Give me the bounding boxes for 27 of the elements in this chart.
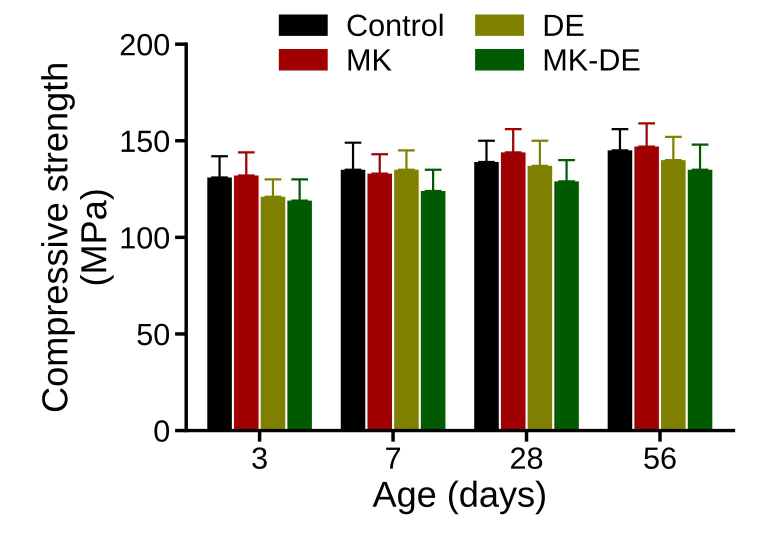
bar [260,196,286,431]
bar [287,200,312,431]
y-tick-label: 50 [137,324,170,346]
bar [528,166,552,431]
bar [420,190,446,431]
x-tick-label: 28 [511,447,542,469]
y-tick-label: 150 [122,130,170,152]
bar [688,170,712,431]
bar [661,160,686,431]
bar [500,152,526,431]
y-tick-label: 100 [122,227,170,249]
legend-label: MK [348,49,392,70]
x-tick-label: 56 [644,447,676,469]
x-axis-title: Age (days) [372,480,545,514]
legend-label: DE [544,14,584,36]
x-tick-label: 7 [386,448,400,469]
x-tick-label: 3 [252,447,267,469]
bar [554,181,579,431]
y-axis-title: Compressive strength (MPa) [41,64,114,412]
bar [234,176,259,431]
y-tick-label: 200 [120,34,170,56]
legend-label: Control [348,14,443,36]
bar [394,170,419,431]
y-tick-label: 0 [154,420,170,442]
bar [367,174,392,431]
legend-label: MK-DE [544,49,640,70]
bar [634,146,659,431]
